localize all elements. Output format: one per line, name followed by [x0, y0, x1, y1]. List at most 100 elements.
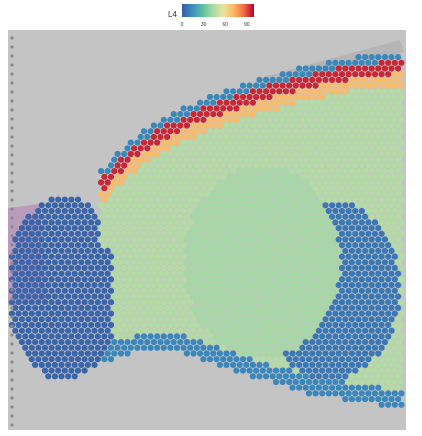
spot-deep-structures	[371, 287, 379, 294]
spot-striatum	[263, 168, 270, 175]
spot-olfactory-bulb	[88, 207, 95, 215]
spot-outer-cortex	[226, 356, 233, 363]
spot-olfactory-bulb	[88, 333, 95, 340]
spot-striatum	[266, 230, 273, 237]
spot-deep-structures	[299, 367, 306, 374]
spot-olfactory-bulb	[61, 356, 68, 363]
spot-striatum	[305, 230, 313, 237]
spot-olfactory-bulb	[41, 219, 49, 226]
spot-outer-cortex	[239, 82, 247, 89]
spot-striatum	[253, 185, 260, 192]
spot-olfactory-bulb	[71, 213, 78, 220]
spot-striatum	[230, 316, 237, 323]
spot-adjacent-band	[259, 105, 266, 112]
spot-inner-cortex	[309, 156, 316, 163]
spot-inner-cortex	[312, 185, 319, 192]
spot-inner-cortex	[279, 356, 286, 363]
spot-striatum	[239, 196, 247, 203]
spot-striatum	[226, 287, 233, 294]
spot-inner-cortex	[124, 270, 131, 277]
spot-inner-cortex	[312, 139, 319, 146]
spot-inner-cortex	[157, 316, 164, 323]
spot-olfactory-bulb	[98, 247, 105, 254]
spot-striatum	[230, 259, 237, 266]
spot-striatum	[299, 230, 306, 237]
spot-striatum	[266, 185, 273, 192]
spot-olfactory-bulb	[91, 270, 98, 277]
spot-inner-cortex	[164, 168, 171, 175]
spot-inner-cortex	[388, 339, 395, 346]
spot-inner-cortex	[160, 230, 167, 237]
spot-inner-cortex	[309, 111, 316, 118]
spot-inner-cortex	[200, 150, 207, 158]
spot-inner-cortex	[150, 259, 157, 266]
spot-inner-cortex	[124, 247, 131, 254]
spot-striatum	[216, 259, 223, 266]
spot-inner-cortex	[177, 247, 184, 254]
spot-striatum	[259, 196, 266, 203]
spot-striatum	[276, 339, 283, 346]
spot-inner-cortex	[160, 299, 167, 306]
spot-inner-cortex	[230, 156, 237, 163]
spot-deep-structures	[338, 299, 346, 306]
spot-adjacent-band	[388, 76, 395, 83]
spot-striatum	[282, 339, 289, 346]
spot-inner-cortex	[259, 139, 266, 146]
spot-olfactory-bulb	[31, 247, 39, 254]
spot-inner-cortex	[144, 236, 151, 243]
spot-striatum	[226, 173, 233, 180]
spot-inner-cortex	[233, 150, 240, 158]
spot-layer-4-band	[338, 71, 346, 78]
spot-inner-cortex	[236, 122, 243, 129]
spot-inner-cortex	[104, 225, 111, 232]
spot-striatum	[266, 196, 273, 203]
spot-outer-cortex	[183, 111, 190, 118]
spot-inner-cortex	[121, 299, 128, 306]
spot-inner-cortex	[140, 287, 148, 294]
spot-inner-cortex	[371, 356, 379, 363]
spot-inner-cortex	[223, 168, 230, 175]
spot-outer-cortex	[276, 76, 283, 83]
spot-olfactory-bulb	[51, 350, 59, 357]
spot-striatum	[286, 185, 293, 192]
spot-layer-4-band	[276, 88, 283, 95]
spot-striatum	[282, 327, 289, 334]
spot-outer-cortex	[213, 93, 220, 101]
spot-adjacent-band	[312, 93, 319, 101]
spot-inner-cortex	[117, 213, 124, 220]
spot-inner-cortex	[269, 111, 276, 118]
spot-striatum	[253, 299, 260, 306]
spot-striatum	[269, 202, 276, 209]
spot-inner-cortex	[286, 116, 293, 123]
spot-inner-cortex	[398, 367, 405, 374]
spot-deep-structures	[312, 333, 319, 340]
spot-inner-cortex	[98, 213, 105, 220]
spot-inner-cortex	[154, 173, 161, 180]
spot-deep-structures	[355, 327, 362, 334]
spot-deep-structures	[342, 350, 349, 357]
spot-deep-structures	[312, 356, 319, 363]
spot-adjacent-band	[164, 145, 171, 152]
spot-olfactory-bulb	[107, 321, 115, 329]
spot-olfactory-bulb	[74, 356, 82, 363]
spot-inner-cortex	[170, 282, 177, 289]
spot-striatum	[292, 253, 299, 260]
spot-inner-cortex	[378, 185, 385, 192]
spot-striatum	[220, 299, 227, 306]
spot-inner-cortex	[170, 213, 177, 220]
spot-layer-4-band	[249, 88, 256, 95]
spot-deep-structures	[355, 304, 362, 311]
spot-inner-cortex	[137, 202, 144, 209]
spot-deep-structures	[358, 230, 365, 237]
spot-inner-cortex	[315, 156, 322, 163]
spot-outer-cortex	[362, 396, 369, 403]
spot-inner-cortex	[391, 105, 398, 112]
spot-olfactory-bulb	[78, 259, 85, 266]
spot-inner-cortex	[286, 128, 293, 135]
spot-striatum	[226, 253, 233, 260]
spot-striatum	[282, 202, 289, 209]
spot-inner-cortex	[371, 105, 379, 112]
spot-deep-structures	[365, 287, 372, 294]
spot-striatum	[239, 299, 247, 306]
spot-inner-cortex	[279, 128, 286, 135]
